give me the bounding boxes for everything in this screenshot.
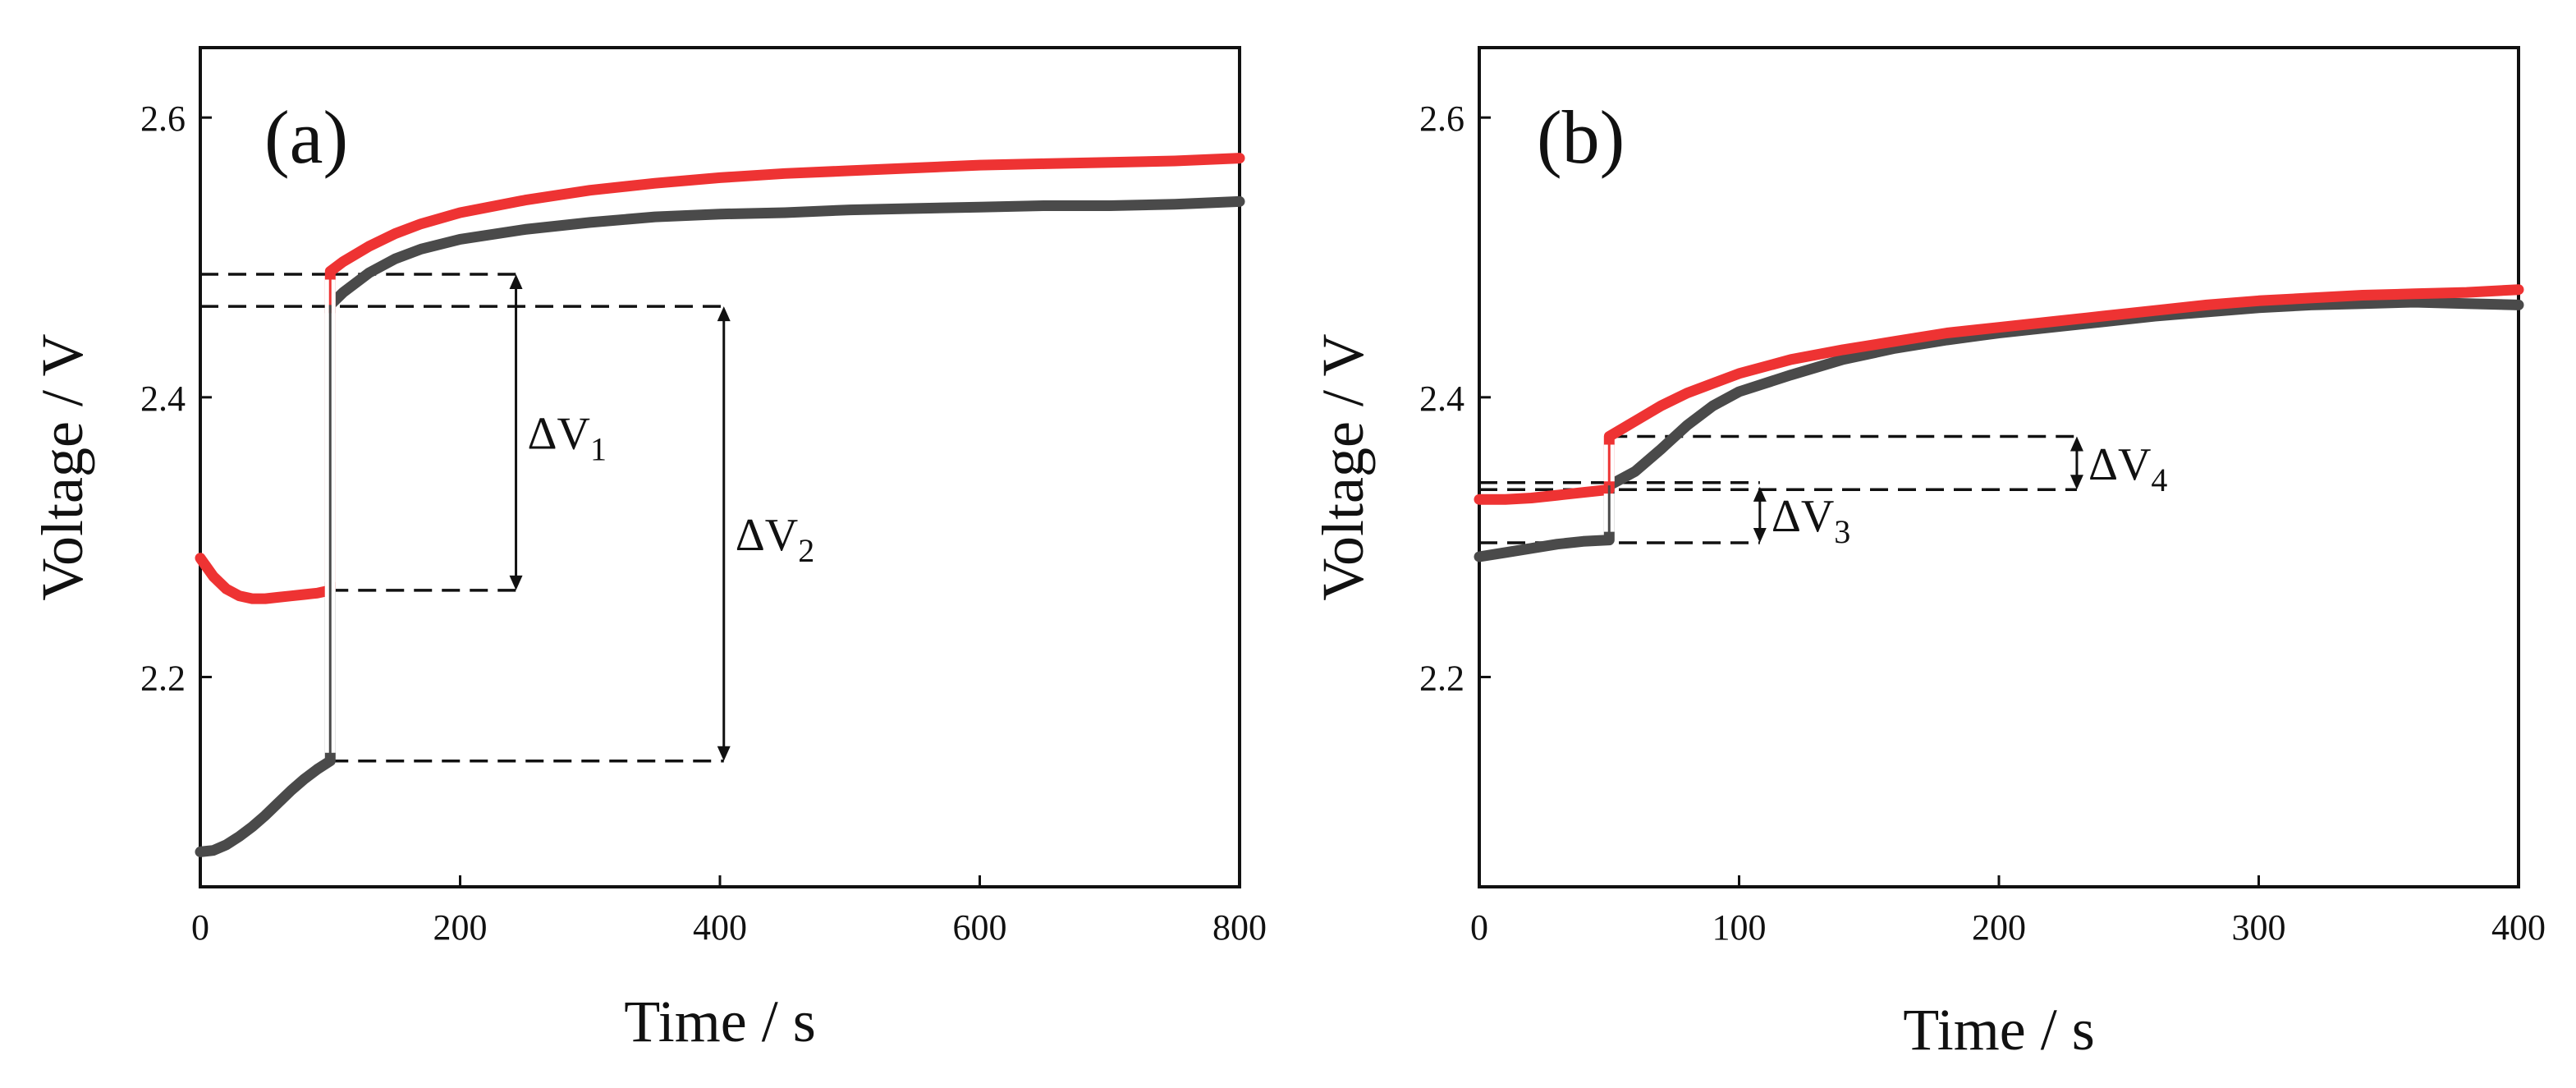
series-gray-line [195, 195, 1245, 857]
panel-label-b: (b) [1537, 95, 1625, 179]
x-tick-label: 0 [191, 907, 209, 948]
series-red-line [1474, 284, 2524, 505]
x-tick-label: 400 [2491, 907, 2546, 948]
panel-b: (b) Time / s Voltage / V 0 100 200 300 400 2.… [1310, 46, 2546, 1063]
y-axis-label-b: Voltage / V [1310, 333, 1376, 600]
arrowhead-up [1753, 486, 1767, 502]
y-tick-label: 2.4 [140, 379, 186, 419]
y-tick-label: 2.2 [140, 659, 186, 699]
arrowhead-down [1753, 527, 1767, 543]
delta-v-label: ΔV1 [528, 408, 607, 467]
y-tick-label: 2.6 [1419, 99, 1464, 139]
dashed-refs-a [200, 273, 724, 763]
arrowhead-down [2070, 475, 2083, 490]
x-tick-label: 600 [953, 907, 1007, 948]
x-tick-label: 100 [1712, 907, 1767, 948]
ticks-b: 0 100 200 300 400 2.2 2.4 2.6 [1419, 99, 2546, 948]
delta-v-label: ΔV4 [2088, 439, 2167, 498]
series-red-line [195, 153, 1245, 604]
series-a [195, 153, 1245, 857]
annotations-b: ΔV3 ΔV4 [1753, 436, 2167, 550]
delta-v-label: ΔV3 [1772, 491, 1850, 550]
arrowhead-down [717, 746, 731, 761]
series-b [1474, 284, 2524, 562]
y-tick-label: 2.4 [1419, 379, 1464, 419]
x-tick-label: 400 [693, 907, 747, 948]
x-tick-label: 200 [1972, 907, 2026, 948]
y-axis-label-a: Voltage / V [30, 333, 95, 600]
arrowhead-up [717, 306, 731, 322]
x-tick-label: 0 [1470, 907, 1488, 948]
series-gray-line [1474, 296, 2524, 562]
y-tick-label: 2.6 [140, 99, 186, 139]
panel-label-a: (a) [264, 95, 348, 179]
arrowhead-up [509, 273, 523, 289]
x-axis-label-a: Time / s [624, 989, 815, 1054]
x-tick-label: 800 [1212, 907, 1267, 948]
arrowhead-up [2070, 436, 2083, 452]
panel-a: (a) Time / s Voltage / V 0 200 400 600 800 2.… [30, 46, 1267, 1054]
delta-v-label: ΔV2 [736, 510, 814, 569]
x-tick-label: 300 [2232, 907, 2286, 948]
ticks-a: 0 200 400 600 800 2.2 2.4 2.6 [140, 99, 1267, 948]
arrowhead-down [509, 575, 523, 590]
x-axis-label-b: Time / s [1903, 997, 2094, 1063]
x-tick-label: 200 [433, 907, 488, 948]
y-tick-label: 2.2 [1419, 659, 1464, 699]
annotations-a: ΔV1 ΔV2 [509, 273, 814, 761]
